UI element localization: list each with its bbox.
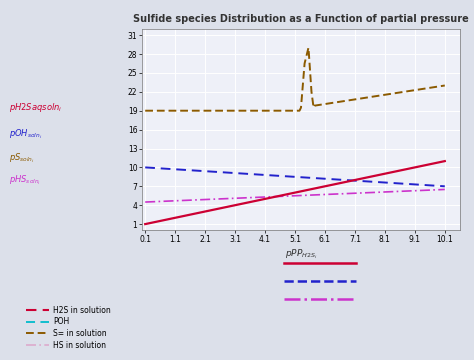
Text: $\it{pS}_{soln_i}$: $\it{pS}_{soln_i}$ bbox=[9, 151, 35, 165]
Text: $\it{pH2Saqsoln}_{i}$: $\it{pH2Saqsoln}_{i}$ bbox=[9, 101, 63, 114]
Title: Sulfide species Distribution as a Function of partial pressure: Sulfide species Distribution as a Functi… bbox=[133, 14, 469, 24]
Text: $\it{pOH}_{soln_i}$: $\it{pOH}_{soln_i}$ bbox=[9, 128, 43, 141]
Text: $\it{pHS}_{soln_i}$: $\it{pHS}_{soln_i}$ bbox=[9, 173, 42, 187]
X-axis label: $pPP_{H2S_i}$: $pPP_{H2S_i}$ bbox=[285, 247, 317, 261]
Legend: H2S in solution, POH, S= in solution, HS in solution: H2S in solution, POH, S= in solution, HS… bbox=[23, 302, 114, 352]
